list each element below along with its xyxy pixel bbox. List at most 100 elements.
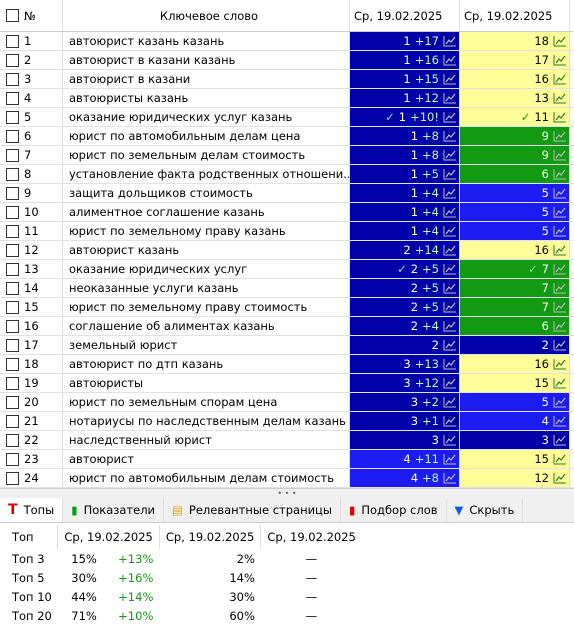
chart-icon[interactable] [443, 111, 459, 123]
num-cell: 24 [0, 469, 63, 487]
chart-icon[interactable] [553, 434, 569, 446]
tab[interactable]: ▮ Показатели [63, 498, 165, 522]
chart-icon[interactable] [443, 187, 459, 199]
chart-icon[interactable] [443, 339, 459, 351]
chart-icon[interactable] [553, 111, 569, 123]
checkbox[interactable] [6, 243, 19, 257]
chart-icon[interactable] [443, 149, 459, 161]
chart-icon[interactable] [553, 453, 569, 465]
tab[interactable]: ▮ Подбор слов [341, 498, 447, 522]
checkbox[interactable] [6, 167, 19, 181]
checkbox[interactable] [6, 281, 19, 295]
position-cell: 2 +14 [350, 241, 460, 259]
checkbox[interactable] [6, 433, 19, 447]
chart-icon[interactable] [553, 396, 569, 408]
checkbox[interactable] [6, 186, 19, 200]
grid-row: 7 юрист по земельным делам стоимость 1 +8 9 [0, 146, 574, 165]
checkbox[interactable] [6, 110, 19, 124]
chart-icon[interactable] [553, 54, 569, 66]
checkbox[interactable] [6, 338, 19, 352]
chart-icon[interactable] [553, 301, 569, 313]
position-change: +5 [422, 262, 439, 276]
chart-icon[interactable] [443, 130, 459, 142]
chart-icon[interactable] [443, 54, 459, 66]
chart-icon[interactable] [553, 377, 569, 389]
keyword-grid: № Ключевое слово Ср, 19.02.2025 Ср, 19.0… [0, 0, 574, 488]
chart-icon[interactable] [443, 35, 459, 47]
grid-row: 10 алиментное соглашение казань 1 +4 5 [0, 203, 574, 222]
checkbox[interactable] [6, 34, 19, 48]
splitter[interactable]: • • • [0, 488, 574, 499]
chart-icon[interactable] [443, 225, 459, 237]
checkbox[interactable] [6, 357, 19, 371]
chart-icon[interactable] [443, 434, 459, 446]
checkbox[interactable] [6, 471, 19, 485]
chart-icon[interactable] [553, 206, 569, 218]
chart-icon[interactable] [443, 377, 459, 389]
chart-icon[interactable] [443, 320, 459, 332]
chart-icon[interactable] [553, 168, 569, 180]
chart-icon[interactable] [553, 130, 569, 142]
chart-icon[interactable] [443, 415, 459, 427]
chart-icon[interactable] [553, 244, 569, 256]
checkbox[interactable] [6, 224, 19, 238]
chart-icon[interactable] [443, 92, 459, 104]
num-cell: 19 [0, 374, 63, 392]
tab[interactable]: ▼ Скрыть [447, 498, 524, 522]
checkbox[interactable] [6, 91, 19, 105]
chart-icon[interactable] [553, 358, 569, 370]
checkbox[interactable] [6, 205, 19, 219]
position-cell: 3 [460, 431, 570, 449]
position-value: 1 +8 [350, 129, 443, 143]
chart-icon[interactable] [443, 282, 459, 294]
chart-icon[interactable] [553, 320, 569, 332]
chart-icon[interactable] [553, 282, 569, 294]
chart-icon[interactable] [553, 263, 569, 275]
chart-icon[interactable] [553, 187, 569, 199]
chart-icon[interactable] [553, 149, 569, 161]
checkbox[interactable] [6, 72, 19, 86]
checkbox[interactable] [6, 300, 19, 314]
chart-icon[interactable] [553, 92, 569, 104]
checkbox[interactable] [6, 129, 19, 143]
keyword-header[interactable]: Ключевое слово [63, 0, 350, 31]
tab[interactable]: T Топы [0, 498, 64, 522]
tab[interactable]: ▤ Релевантные страницы [164, 498, 341, 522]
chart-icon[interactable] [553, 35, 569, 47]
checkbox[interactable] [6, 414, 19, 428]
checkbox[interactable] [6, 319, 19, 333]
date-header[interactable]: Ср, 19.02.2025 [460, 0, 570, 31]
checkbox[interactable] [6, 395, 19, 409]
keyword-cell: юрист по земельному праву стоимость [63, 298, 350, 316]
chart-icon[interactable] [443, 453, 459, 465]
chart-icon[interactable] [553, 339, 569, 351]
checkbox[interactable] [6, 262, 19, 276]
chart-icon[interactable] [553, 415, 569, 427]
keyword: автоюрист по дтп казань [69, 357, 224, 371]
chart-icon[interactable] [553, 73, 569, 85]
chart-icon[interactable] [443, 301, 459, 313]
checkbox[interactable] [6, 376, 19, 390]
keyword: юрист по автомобильным делам цена [69, 129, 301, 143]
position: 5 [541, 186, 549, 200]
chart-icon[interactable] [443, 206, 459, 218]
chart-icon[interactable] [443, 472, 459, 484]
position-cell: 2 [460, 336, 570, 354]
tops-cell: Топ 20 [12, 608, 52, 623]
chart-icon[interactable] [553, 225, 569, 237]
checkbox[interactable] [6, 452, 19, 466]
date-header[interactable]: Ср, 19.02.2025 [350, 0, 460, 31]
checkbox[interactable] [6, 148, 19, 162]
position-cell: 9 [460, 146, 570, 164]
checkbox[interactable] [6, 53, 19, 67]
chart-icon[interactable] [553, 472, 569, 484]
chart-icon[interactable] [443, 73, 459, 85]
chart-icon[interactable] [443, 263, 459, 275]
tab-icon: ▤ [172, 503, 183, 517]
tops-header: Топ Ср, 19.02.2025 Ср, 19.02.2025 Ср, 19.02… [6, 525, 362, 549]
chart-icon[interactable] [443, 168, 459, 180]
checkbox[interactable] [6, 9, 19, 22]
chart-icon[interactable] [443, 396, 459, 408]
chart-icon[interactable] [443, 244, 459, 256]
chart-icon[interactable] [443, 358, 459, 370]
